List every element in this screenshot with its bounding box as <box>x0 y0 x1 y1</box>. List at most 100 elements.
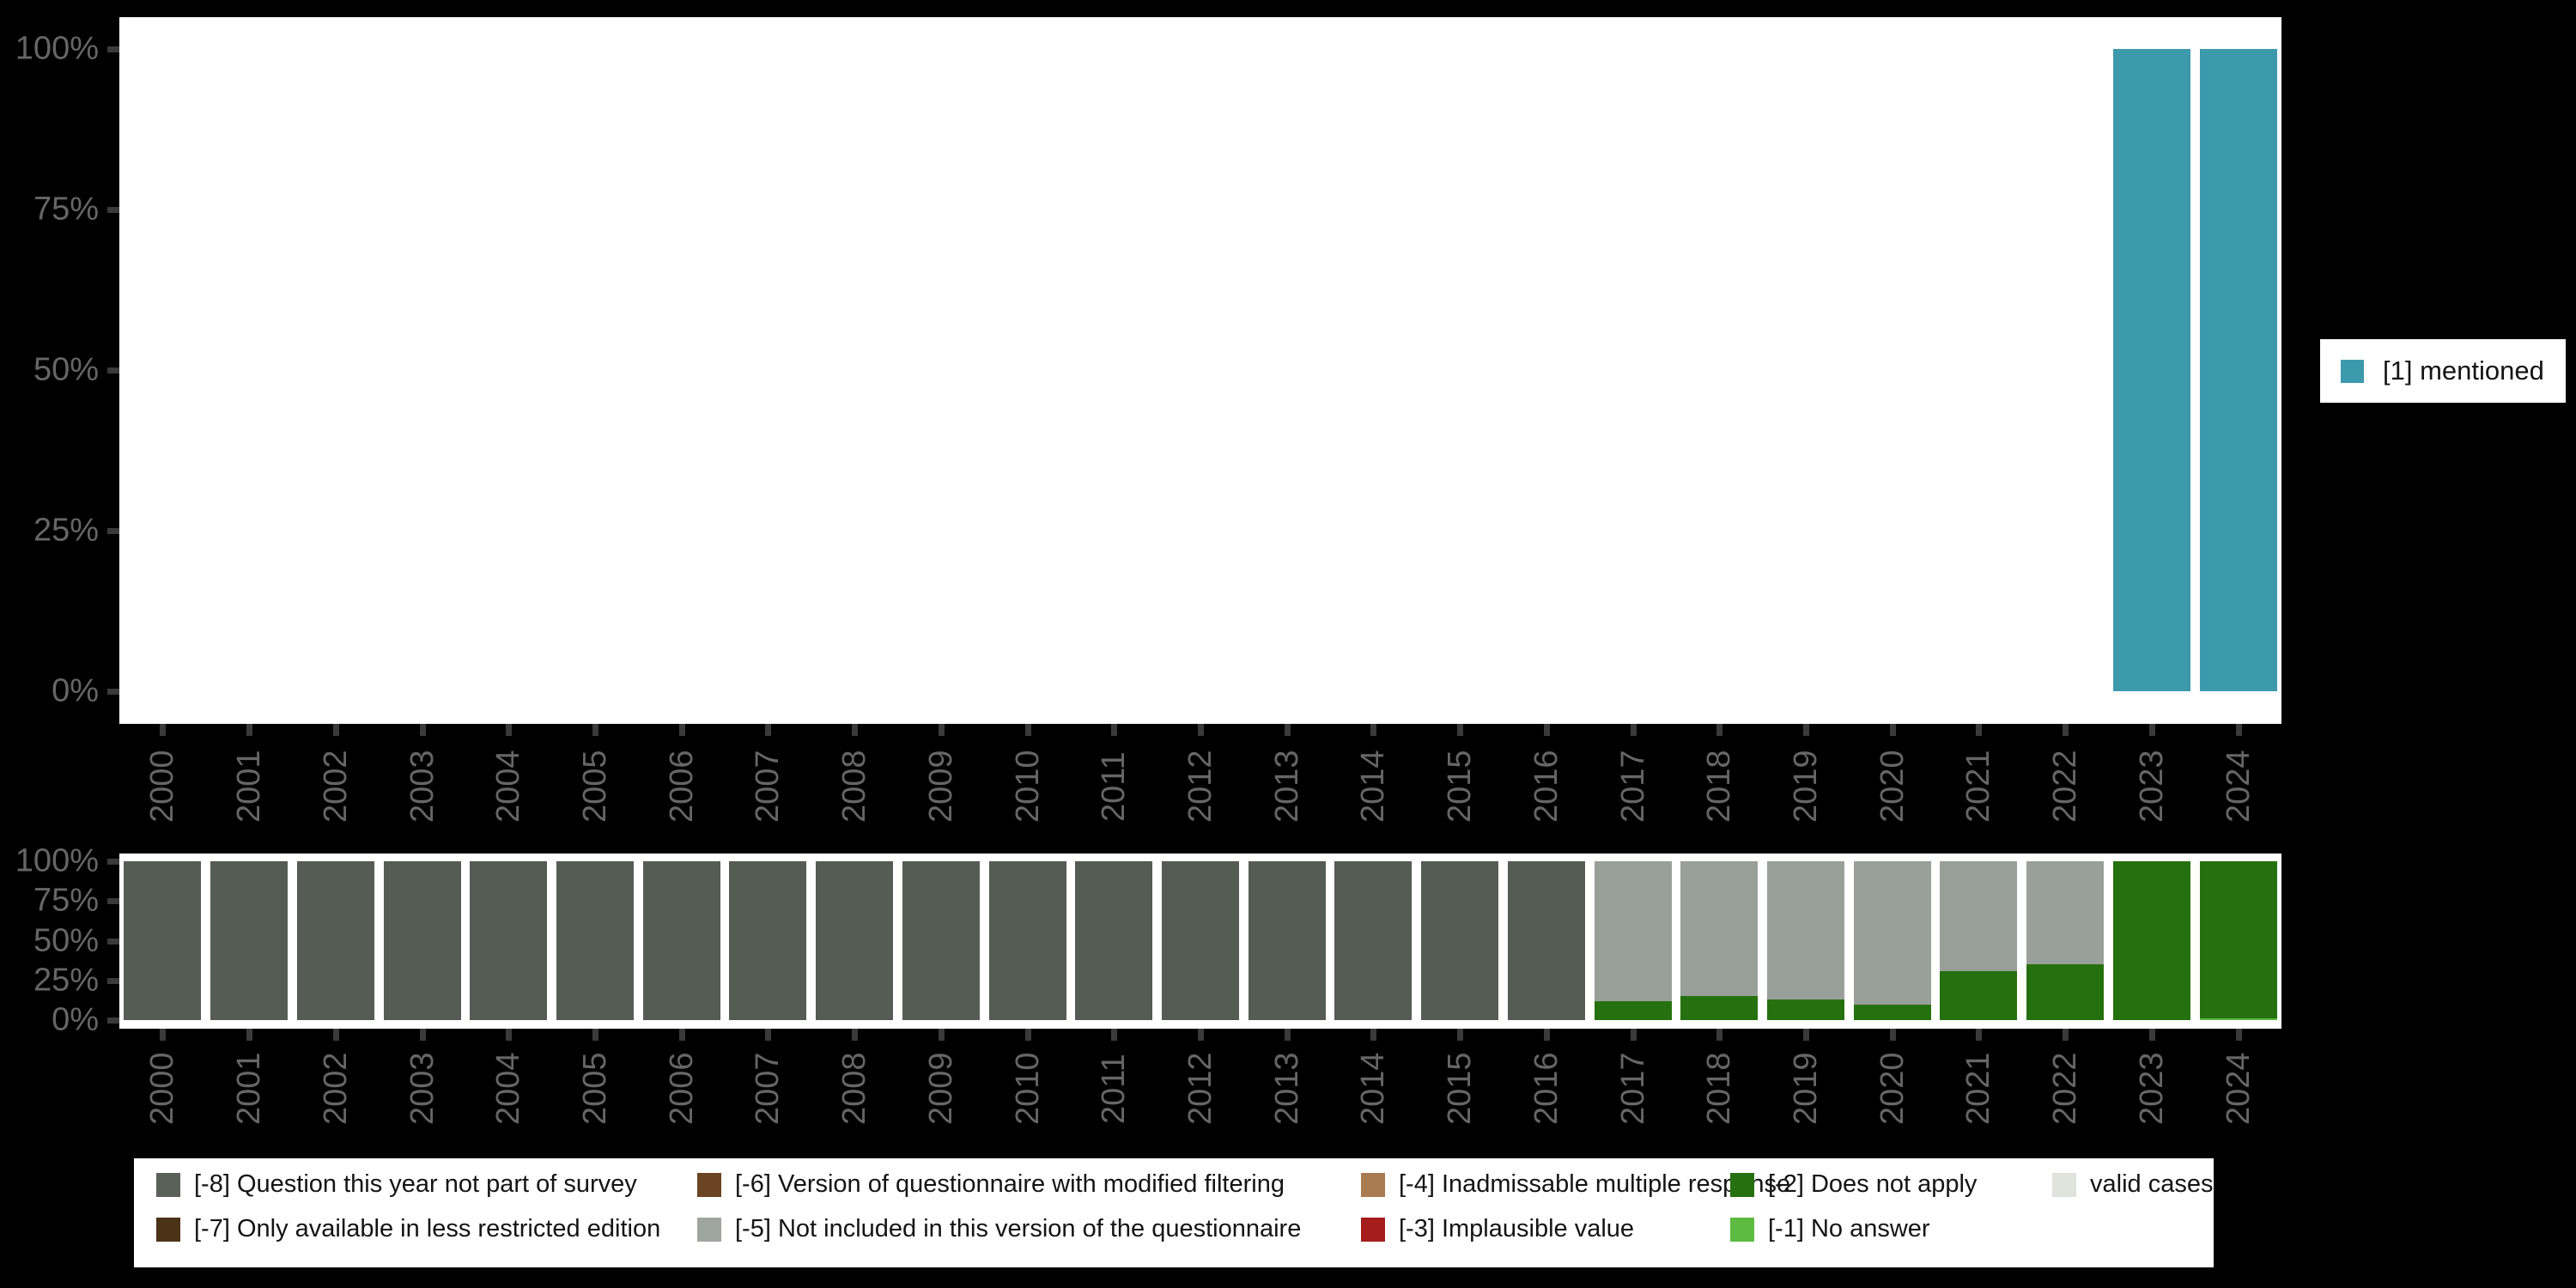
year-tick-label: 2006 <box>663 750 700 823</box>
x-axis-tick-mark <box>419 724 426 736</box>
y-axis-tick-label: 100% <box>15 30 99 67</box>
year-tick-label: 2017 <box>1614 750 1651 823</box>
legend-item: valid cases <box>2052 1170 2213 1199</box>
x-axis-tick-mark <box>1803 724 1810 736</box>
legend-item: [-7] Only available in less restricted e… <box>156 1215 660 1243</box>
x-axis-tick-mark <box>1111 1029 1118 1041</box>
year-tick-label: 2017 <box>1614 1052 1651 1126</box>
legend-item-label: [-2] Does not apply <box>1768 1170 1978 1198</box>
year-tick-label: 2023 <box>2133 1052 2170 1126</box>
year-tick-label: 2021 <box>1960 750 1997 823</box>
x-axis-tick-mark <box>1198 724 1204 736</box>
x-axis-tick-mark <box>2063 724 2069 736</box>
y-axis-tick-mark <box>107 368 119 374</box>
x-axis-tick-mark <box>1976 724 1983 736</box>
x-axis-tick-mark <box>332 724 339 736</box>
y-axis-tick-label: 50% <box>33 351 99 388</box>
x-axis-tick-mark <box>1976 1029 1983 1041</box>
bar-segment <box>2199 49 2277 691</box>
year-tick-label: 2011 <box>1096 751 1133 822</box>
year-tick-label: 2003 <box>404 750 440 823</box>
y-axis-tick-label: 75% <box>33 191 99 228</box>
x-axis-tick-mark <box>765 1029 772 1041</box>
bar-segment <box>816 861 894 1020</box>
x-axis-tick-mark <box>1457 724 1464 736</box>
year-tick-label: 2024 <box>2220 750 2257 823</box>
year-tick-label: 2012 <box>1182 1052 1218 1126</box>
x-axis-tick-mark <box>1716 724 1723 736</box>
year-tick-label: 2023 <box>2133 750 2170 823</box>
x-axis-tick-mark <box>1111 724 1118 736</box>
bar-segment <box>1507 861 1585 1020</box>
year-tick-label: 2009 <box>922 1052 959 1126</box>
x-axis-tick-mark <box>160 724 167 736</box>
x-axis-tick-mark <box>1024 1029 1031 1041</box>
legend-item: [-4] Inadmissable multiple response <box>1361 1170 1790 1199</box>
bar-segment <box>1334 861 1413 1020</box>
x-axis-tick-mark <box>506 724 513 736</box>
year-tick-label: 2000 <box>144 750 181 823</box>
bar-segment <box>902 861 980 1020</box>
year-tick-label: 2009 <box>922 750 959 823</box>
legend-item: [-6] Version of questionnaire with modif… <box>697 1170 1285 1199</box>
y-axis-tick-mark <box>107 938 119 945</box>
year-tick-label: 2019 <box>1788 1052 1825 1126</box>
x-axis-tick-mark <box>852 1029 859 1041</box>
y-axis-tick-label: 25% <box>33 512 99 549</box>
legend-item: [-5] Not included in this version of the… <box>697 1215 1301 1243</box>
legend-item-label: [-5] Not included in this version of the… <box>735 1215 1302 1242</box>
missing-values-legend: [-8] Question this year not part of surv… <box>134 1158 2214 1267</box>
x-axis-tick-mark <box>938 1029 945 1041</box>
y-axis-tick-label: 100% <box>15 842 99 879</box>
x-axis-tick-mark <box>160 1029 167 1041</box>
year-tick-label: 2013 <box>1268 1052 1305 1126</box>
legend-swatch <box>1730 1217 1754 1242</box>
y-axis-tick-mark <box>107 859 119 865</box>
bar-segment <box>296 861 374 1020</box>
legend-item-label: [-1] No answer <box>1768 1215 1930 1242</box>
legend-item: [-8] Question this year not part of surv… <box>156 1170 637 1199</box>
bar-segment <box>988 861 1066 1020</box>
year-tick-label: 2005 <box>576 750 613 823</box>
x-axis-tick-mark <box>678 724 685 736</box>
legend-swatch <box>697 1172 721 1197</box>
year-tick-label: 2019 <box>1788 750 1825 823</box>
x-axis-tick-mark <box>2148 724 2155 736</box>
year-tick-label: 2015 <box>1442 1052 1479 1126</box>
bar-segment <box>1162 861 1239 1020</box>
x-axis-tick-mark <box>1284 724 1291 736</box>
y-axis-tick-mark <box>107 898 119 905</box>
bar-segment <box>1940 970 2018 1020</box>
top-chart-legend: [1] mentioned <box>2320 339 2566 403</box>
bar-segment <box>1853 861 1931 1005</box>
legend-swatch <box>697 1217 721 1242</box>
x-axis-tick-mark <box>852 724 859 736</box>
y-axis-tick-mark <box>107 689 119 695</box>
legend-swatch <box>1361 1217 1385 1242</box>
x-axis-tick-mark <box>1630 1029 1637 1041</box>
legend-swatch <box>156 1217 180 1242</box>
year-tick-label: 2014 <box>1355 1052 1392 1126</box>
bar-segment <box>729 861 807 1020</box>
legend-item-label: [-7] Only available in less restricted e… <box>194 1215 661 1242</box>
year-tick-label: 2010 <box>1009 1052 1046 1126</box>
bar-segment <box>2026 861 2105 965</box>
bar-segment <box>2112 861 2190 1020</box>
legend-swatch <box>156 1172 180 1197</box>
bar-segment <box>1940 861 2018 971</box>
bar-segment <box>210 861 289 1020</box>
x-axis-tick-mark <box>1630 724 1637 736</box>
bar-segment <box>2199 861 2277 1019</box>
mentioned-legend-label: [1] mentioned <box>2383 355 2544 386</box>
x-axis-tick-mark <box>1024 724 1031 736</box>
y-axis-tick-label: 75% <box>33 882 99 919</box>
x-axis-tick-mark <box>1889 724 1896 736</box>
year-tick-label: 2005 <box>576 1052 613 1126</box>
y-axis-tick-mark <box>107 1018 119 1024</box>
legend-swatch <box>1361 1172 1385 1197</box>
x-axis-tick-mark <box>1370 1029 1377 1041</box>
bar-segment <box>1594 861 1672 1001</box>
bar-segment <box>2199 1018 2277 1020</box>
x-axis-tick-mark <box>506 1029 513 1041</box>
